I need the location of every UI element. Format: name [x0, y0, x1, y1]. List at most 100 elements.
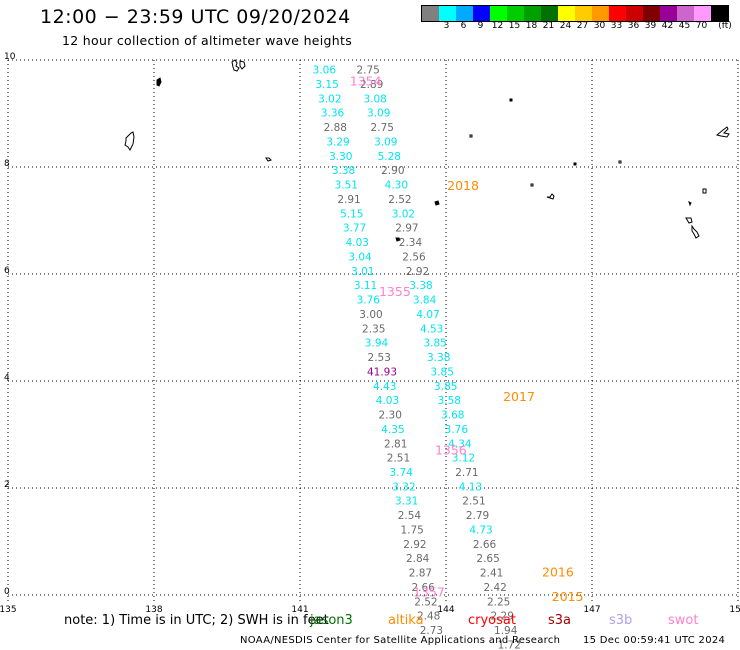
axis-labels: 135 138 141 144 147 150 0 2 4 6 8 10: [0, 52, 740, 615]
orbit-number-label: 2018: [447, 178, 479, 193]
wave-height-value: 3.77: [343, 223, 366, 235]
colorbar-tick-label: 18: [525, 21, 538, 31]
wave-height-value: 2.42: [483, 582, 506, 594]
wave-height-value: 3.36: [321, 108, 345, 120]
altimeter-track-b: 2.75 2.89 3.08 3.09 2.75 3.09 5.28 2.90 4.30 2.52…: [356, 65, 521, 650]
wave-height-value: 2.30: [379, 410, 402, 422]
footer-credit: NOAA/NESDIS Center for Satellite Applica…: [240, 635, 561, 646]
island-outline: [231, 59, 240, 72]
wave-height-value: 3.85: [434, 381, 457, 393]
wave-height-value: 3.02: [392, 208, 415, 220]
wave-height-value: 4.03: [376, 395, 399, 407]
colorbar-tick-label: 36: [627, 21, 640, 31]
island-outline: [156, 77, 162, 87]
island-outline: [265, 157, 272, 162]
colorbar-swatch: [660, 6, 677, 21]
wave-height-value: 2.87: [409, 568, 432, 580]
colorbar-swatch: [711, 6, 728, 21]
wave-height-value: 2.25: [487, 596, 510, 608]
wave-height-value: 2.66: [473, 539, 497, 551]
wave-height-value: 4.03: [346, 237, 369, 249]
wave-height-value: 2.75: [356, 65, 379, 77]
colorbar-swatch: [473, 6, 490, 21]
wave-height-value: 4.30: [385, 180, 408, 192]
wave-height-value: 2.56: [402, 251, 426, 263]
colorbar-swatch: [507, 6, 524, 21]
wave-height-value: 2.54: [398, 510, 422, 522]
wave-height-value: 2.73: [420, 625, 443, 637]
wave-height-value: 4.73: [469, 524, 492, 536]
colorbar-swatch: [609, 6, 626, 21]
wave-height-value: 3.58: [438, 395, 461, 407]
orbit-number-label: 1355: [379, 284, 411, 299]
colorbar-swatch: [643, 6, 660, 21]
satellite-legend-s3b: s3b: [609, 613, 633, 628]
colorbar-tick-label: 12: [491, 21, 504, 31]
island-outline: [715, 126, 730, 138]
wave-height-value: 3.76: [357, 295, 381, 307]
lon-tick-label: 150: [729, 605, 740, 615]
wave-height-value: 2.92: [406, 266, 429, 278]
wave-height-value: 2.90: [381, 165, 404, 177]
colorbar-swatch: [558, 6, 575, 21]
wave-height-value: 2.41: [480, 568, 503, 580]
wave-height-value: 2.75: [371, 122, 394, 134]
wave-height-value: 2.91: [337, 194, 360, 206]
wave-height-value: 5.15: [340, 208, 363, 220]
island-outline: [691, 224, 700, 239]
colorbar-tick-label: 70: [695, 21, 708, 31]
wave-height-value: 1.75: [400, 524, 423, 536]
wave-height-value: 3.08: [363, 93, 386, 105]
page-subtitle: 12 hour collection of altimeter wave hei…: [62, 33, 353, 48]
lon-tick-label: 147: [583, 605, 600, 615]
wave-height-value: 1.72: [498, 639, 521, 650]
wave-height-value: 3.15: [315, 79, 338, 91]
orbit-number-label: 1354: [350, 73, 382, 88]
lat-tick-label: 8: [4, 159, 10, 169]
wave-height-value: 3.29: [326, 136, 349, 148]
wave-height-value: 2.52: [414, 596, 437, 608]
colorbar-tick-label: 45: [678, 21, 691, 31]
wave-height-value: 4.07: [416, 309, 439, 321]
wave-height-value: 1.94: [494, 625, 518, 637]
wave-height-value: 4.53: [420, 323, 443, 335]
island-outline: [395, 237, 401, 242]
wave-height-value: 3.85: [423, 338, 446, 350]
colorbar-tick-label: 27: [576, 21, 589, 31]
island-outline: [685, 217, 693, 224]
wave-height-value: 2.79: [466, 510, 489, 522]
colorbar-swatch: [439, 6, 456, 21]
island-outline: [688, 201, 692, 207]
colorbar-swatch: [541, 6, 558, 21]
wave-height-value: 3.09: [367, 108, 390, 120]
wave-height-value: 4.13: [459, 481, 482, 493]
wave-height-value: 2.84: [406, 553, 430, 565]
colorbar-tick-label: 9: [477, 21, 484, 31]
wave-height-value: 2.34: [399, 237, 423, 249]
wave-height-value: 3.30: [329, 151, 352, 163]
island-outline: [124, 131, 135, 151]
satellite-legend-altika: altika: [388, 613, 424, 628]
satellite-legend-s3a: s3a: [548, 613, 572, 628]
island-outline: [434, 200, 440, 206]
orbit-number-label: 2016: [542, 564, 574, 579]
island-outline: [702, 188, 707, 194]
wave-height-value: 4.34: [448, 438, 472, 450]
wave-height-value: 4.43: [373, 381, 396, 393]
colorbar-unit-label: (ft): [718, 21, 732, 31]
island-outline: [573, 162, 577, 166]
wave-height-value: 3.00: [359, 309, 382, 321]
wave-height-value: 3.12: [452, 453, 475, 465]
wave-height-value: 2.89: [360, 79, 383, 91]
wave-height-value: 2.88: [324, 122, 347, 134]
lat-tick-label: 4: [4, 373, 10, 383]
wave-height-value: 3.51: [335, 180, 358, 192]
wave-height-value: 3.68: [441, 410, 464, 422]
wave-height-value: 2.71: [455, 467, 478, 479]
orbit-number-label: 2017: [503, 389, 535, 404]
colorbar-tick-label: 24: [559, 21, 572, 31]
colorbar-swatch: [677, 6, 694, 21]
note-text: note: 1) Time is in UTC; 2) SWH is in fe…: [64, 613, 329, 628]
colorbar-swatch: [490, 6, 507, 21]
